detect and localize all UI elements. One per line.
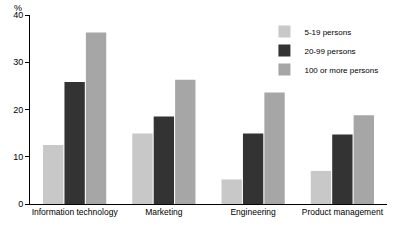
- svg-text:20-99 persons: 20-99 persons: [304, 47, 355, 56]
- svg-text:0: 0: [18, 199, 23, 209]
- svg-text:Product management: Product management: [302, 207, 384, 217]
- svg-text:30: 30: [13, 57, 23, 67]
- svg-text:Engineering: Engineering: [230, 207, 276, 217]
- svg-text:%: %: [14, 3, 22, 13]
- svg-text:10: 10: [13, 152, 23, 162]
- svg-text:5-19 persons: 5-19 persons: [304, 28, 351, 37]
- svg-text:20: 20: [13, 105, 23, 115]
- svg-text:Information technology: Information technology: [32, 207, 119, 217]
- svg-text:100 or more persons: 100 or more persons: [304, 66, 378, 75]
- svg-text:Marketing: Marketing: [145, 207, 183, 217]
- svg-text:40: 40: [13, 10, 23, 20]
